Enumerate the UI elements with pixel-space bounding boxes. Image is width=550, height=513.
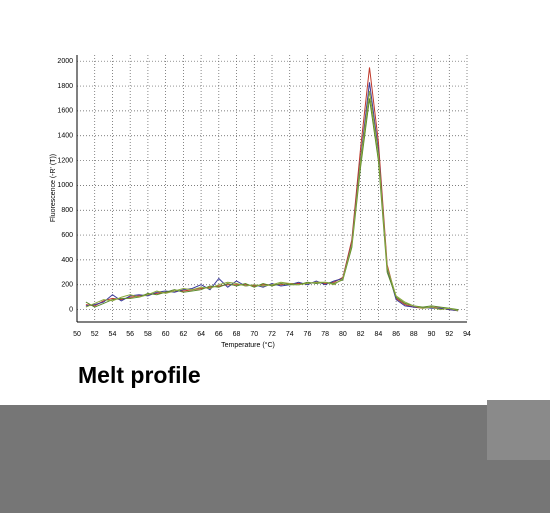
- x-tick-label: 50: [73, 331, 81, 338]
- x-tick-label: 80: [339, 331, 347, 338]
- y-tick-label: 600: [61, 232, 73, 239]
- x-tick-label: 54: [109, 331, 117, 338]
- x-tick-label: 90: [428, 331, 436, 338]
- y-tick-label: 800: [61, 207, 73, 214]
- x-tick-label: 94: [463, 331, 471, 338]
- x-tick-label: 82: [357, 331, 365, 338]
- y-tick-label: 200: [61, 282, 73, 289]
- x-tick-label: 88: [410, 331, 418, 338]
- x-tick-label: 52: [91, 331, 99, 338]
- x-tick-label: 62: [179, 331, 187, 338]
- x-tick-label: 86: [392, 331, 400, 338]
- y-tick-label: 400: [61, 257, 73, 264]
- y-tick-label: 1200: [57, 157, 73, 164]
- melt-curve: [85, 98, 459, 311]
- x-tick-label: 72: [268, 331, 276, 338]
- x-tick-label: 60: [162, 331, 170, 338]
- overlay-band: [0, 405, 550, 513]
- y-tick-label: 1000: [57, 182, 73, 189]
- x-tick-label: 92: [445, 331, 453, 338]
- x-axis-label: Temperature (°C): [221, 341, 275, 349]
- x-tick-label: 66: [215, 331, 223, 338]
- overlay-block: [487, 400, 550, 460]
- x-tick-label: 58: [144, 331, 152, 338]
- melt-curve: [85, 82, 459, 312]
- y-tick-label: 1800: [57, 83, 73, 90]
- x-tick-label: 78: [321, 331, 329, 338]
- x-tick-label: 84: [374, 331, 382, 338]
- x-tick-label: 74: [286, 331, 294, 338]
- y-tick-label: 2000: [57, 58, 73, 65]
- x-tick-label: 68: [233, 331, 241, 338]
- x-tick-label: 56: [126, 331, 134, 338]
- y-tick-label: 1400: [57, 133, 73, 140]
- chart-title: Melt profile: [78, 362, 201, 388]
- y-tick-label: 1600: [57, 108, 73, 115]
- y-axis-label: Fluorescence (-R' (T)): [50, 154, 57, 222]
- x-tick-label: 76: [304, 331, 312, 338]
- melt-curve: [85, 90, 459, 312]
- y-tick-label: 0: [69, 306, 73, 313]
- x-tick-label: 64: [197, 331, 205, 338]
- x-tick-label: 70: [250, 331, 258, 338]
